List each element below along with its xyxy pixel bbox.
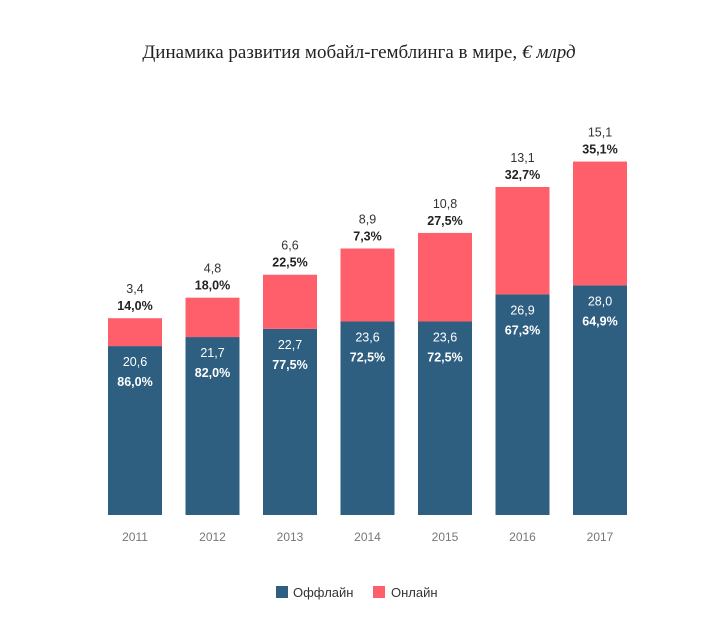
- online-value-label: 10,8: [433, 197, 457, 211]
- bar-offline-2011: [108, 346, 162, 515]
- x-axis-ticks: 2011 2012 2013 2014 2015 2016 2017: [122, 530, 614, 544]
- offline-percent-label: 67,3%: [505, 323, 540, 337]
- bar-offline-2012: [185, 337, 240, 515]
- bar-online-2013: [263, 274, 317, 329]
- bar-offline-2017: [573, 285, 627, 515]
- online-percent-label: 7,3%: [353, 230, 382, 244]
- x-tick-label: 2012: [199, 530, 226, 544]
- bar-offline-2013: [263, 328, 317, 515]
- bar-online-2017: [573, 161, 627, 286]
- legend-swatch-offline: [276, 586, 288, 598]
- x-tick-label: 2016: [509, 530, 536, 544]
- online-value-label: 15,1: [588, 126, 612, 140]
- online-percent-label: 18,0%: [195, 279, 230, 293]
- bar-online-2012: [185, 297, 240, 338]
- offline-value-label: 21,7: [200, 346, 224, 360]
- online-value-label: 13,1: [510, 151, 534, 165]
- offline-value-label: 23,6: [355, 330, 379, 344]
- bar-offline-2014: [340, 321, 395, 515]
- online-percent-label: 32,7%: [505, 168, 540, 182]
- offline-value-label: 28,0: [588, 294, 612, 308]
- offline-percent-label: 72,5%: [350, 350, 385, 364]
- offline-percent-label: 77,5%: [272, 358, 307, 372]
- bar-online-2014: [340, 248, 395, 322]
- chart-legend: Оффлайн Онлайн: [276, 585, 438, 600]
- x-tick-label: 2013: [277, 530, 304, 544]
- bar-online-2015: [418, 232, 472, 322]
- chart-title-text: Динамика развития мобайл-гемблинга в мир…: [142, 42, 517, 63]
- bars-group: [108, 161, 627, 515]
- offline-value-label: 20,6: [123, 355, 147, 369]
- bar-online-2016: [495, 187, 550, 295]
- offline-percent-label: 64,9%: [582, 314, 617, 328]
- x-tick-label: 2014: [354, 530, 381, 544]
- offline-value-label: 22,7: [278, 338, 302, 352]
- online-percent-label: 22,5%: [272, 256, 307, 270]
- offline-percent-label: 72,5%: [427, 350, 462, 364]
- online-value-label: 4,8: [204, 262, 221, 276]
- offline-percent-label: 86,0%: [117, 375, 152, 389]
- bar-online-2011: [108, 318, 162, 347]
- chart-title-unit: € млрд: [522, 42, 576, 63]
- bar-offline-2016: [495, 294, 550, 515]
- bar-offline-2015: [418, 321, 472, 515]
- online-value-label: 3,4: [126, 282, 143, 296]
- online-value-label: 6,6: [281, 239, 298, 253]
- offline-value-label: 26,9: [510, 303, 534, 317]
- online-value-label: 8,9: [359, 213, 376, 227]
- online-percent-label: 14,0%: [117, 299, 152, 313]
- legend-swatch-online: [373, 586, 385, 598]
- online-percent-label: 35,1%: [582, 143, 617, 157]
- legend-label-online: Онлайн: [391, 585, 438, 600]
- chart-title: Динамика развития мобайл-гемблинга в мир…: [142, 42, 575, 63]
- online-percent-label: 27,5%: [427, 214, 462, 228]
- offline-percent-label: 82,0%: [195, 366, 230, 380]
- x-tick-label: 2015: [432, 530, 459, 544]
- x-tick-label: 2017: [587, 530, 614, 544]
- labels-group: 3,4 14,0% 20,6 86,0% 4,8 18,0% 21,7 82,0% 6,6 22,…: [117, 126, 617, 389]
- offline-value-label: 23,6: [433, 330, 457, 344]
- legend-label-offline: Оффлайн: [293, 585, 353, 600]
- x-tick-label: 2011: [122, 530, 148, 544]
